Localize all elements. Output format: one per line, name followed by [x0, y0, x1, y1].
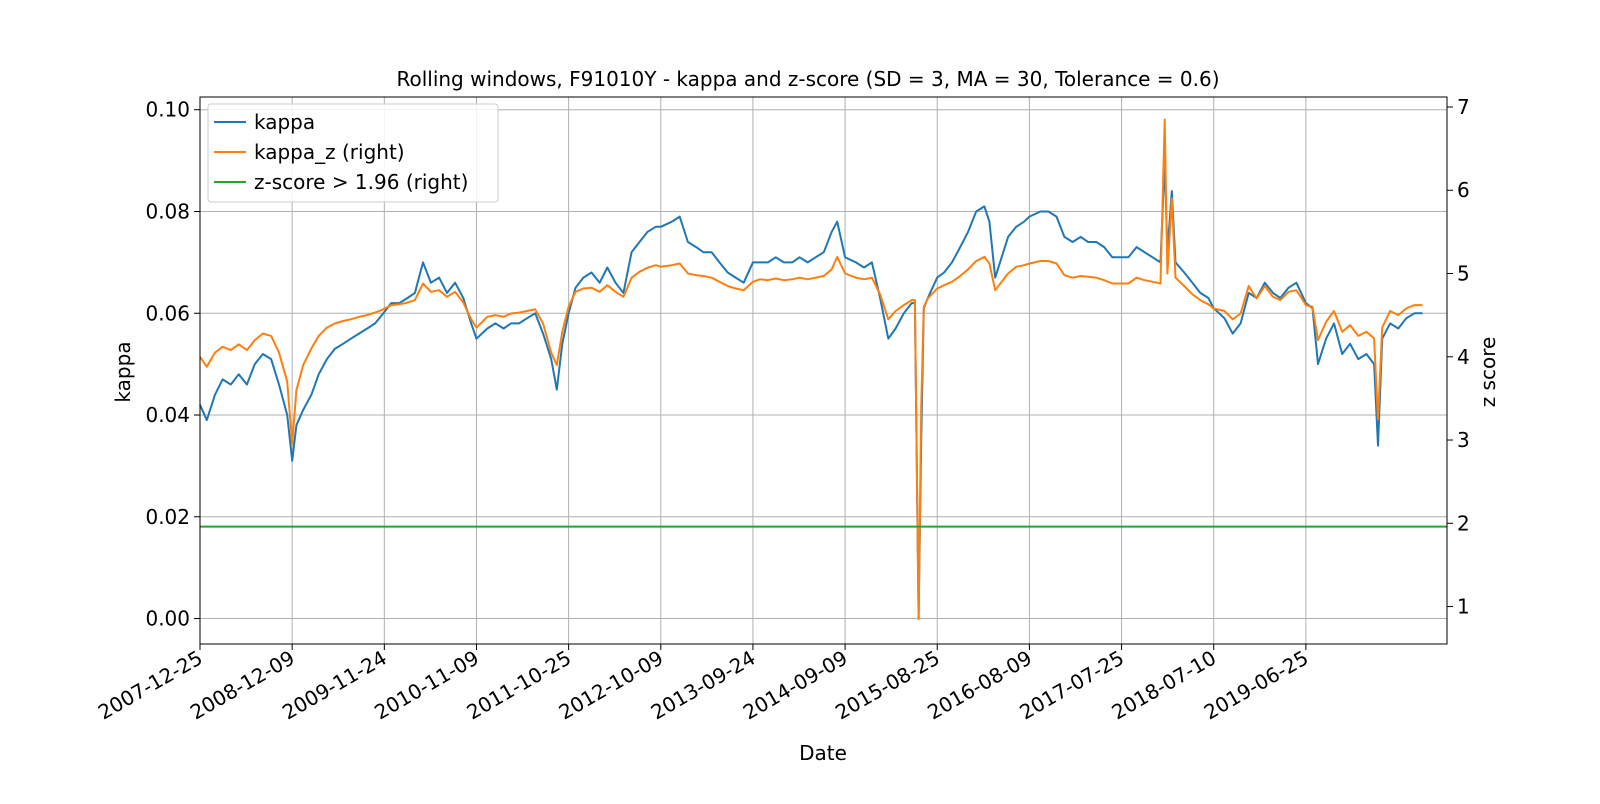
legend-label: z-score > 1.96 (right)	[254, 170, 468, 194]
y-tick-label: 0.00	[145, 607, 190, 631]
x-tick-label: 2015-08-25	[831, 646, 944, 725]
x-axis: 2007-12-252008-12-092009-11-242010-11-09…	[94, 644, 1313, 724]
x-tick-label: 2019-06-25	[1200, 646, 1313, 725]
y-tick-label: 0.08	[145, 199, 190, 223]
x-tick-label: 2009-11-24	[278, 646, 391, 725]
y2-tick-label: 5	[1457, 262, 1470, 286]
y2-tick-label: 6	[1457, 178, 1470, 202]
y2-tick-label: 3	[1457, 428, 1470, 452]
x-tick-label: 2012-10-09	[555, 646, 668, 725]
y-tick-label: 0.10	[145, 98, 190, 122]
x-tick-label: 2011-10-25	[462, 646, 575, 725]
y2-tick-label: 1	[1457, 595, 1470, 619]
x-tick-label: 2017-07-25	[1015, 646, 1128, 725]
x-tick-label: 2013-09-24	[647, 646, 760, 725]
x-tick-label: 2016-08-09	[923, 646, 1036, 725]
y-tick-label: 0.02	[145, 505, 190, 529]
y-tick-label: 0.06	[145, 301, 190, 325]
x-tick-label: 2007-12-25	[94, 646, 207, 725]
series-line-1	[200, 161, 1423, 619]
right-axis: 1 2 3 4 5 6 7	[1447, 95, 1470, 619]
y-tick-label: 0.04	[145, 403, 190, 427]
x-tick-label: 2014-09-09	[739, 646, 852, 725]
y2-axis-label: z score	[1476, 337, 1500, 408]
legend: kappa kappa_z (right) z-score > 1.96 (righ…	[208, 104, 498, 202]
y2-tick-label: 2	[1457, 511, 1470, 535]
left-axis: 0.00 0.02 0.04 0.06 0.08 0.10	[145, 98, 200, 631]
legend-label: kappa	[254, 110, 315, 134]
x-tick-label: 2018-07-10	[1108, 646, 1221, 725]
x-tick-label: 2008-12-09	[186, 646, 299, 725]
legend-label: kappa_z (right)	[254, 140, 405, 164]
chart-title: Rolling windows, F91010Y - kappa and z-s…	[396, 67, 1219, 91]
x-axis-label: Date	[799, 741, 847, 765]
y2-tick-label: 4	[1457, 345, 1470, 369]
y2-tick-label: 7	[1457, 95, 1470, 119]
x-tick-label: 2010-11-09	[370, 646, 483, 725]
y-axis-label: kappa	[111, 341, 135, 402]
